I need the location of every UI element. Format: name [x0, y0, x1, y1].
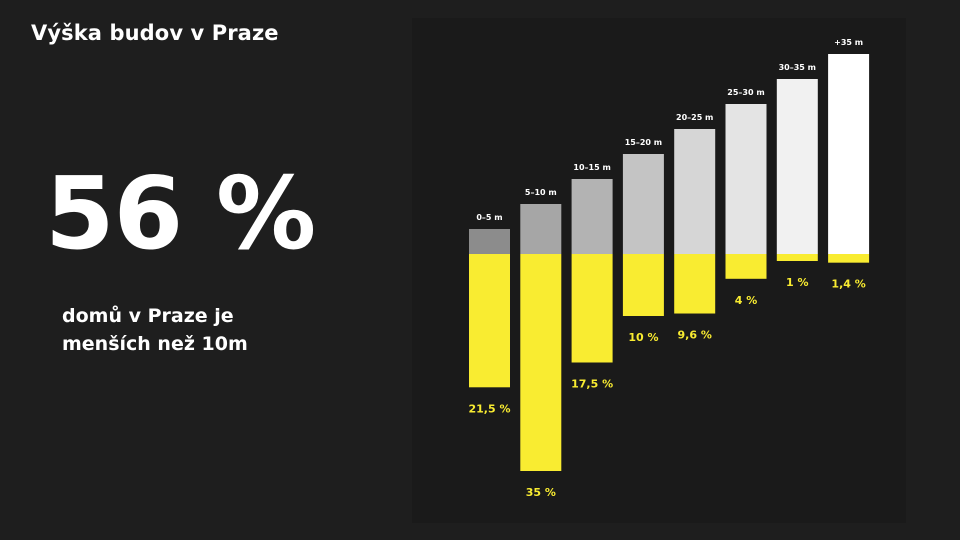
- share-bar-8: [828, 254, 870, 263]
- big-stat-value: 56 %: [45, 155, 316, 272]
- value-label-1: 21,5 %: [469, 402, 511, 415]
- slide-title: Výška budov v Praze: [31, 21, 279, 45]
- share-bar-5: [674, 254, 716, 314]
- share-bar-2: [520, 254, 562, 471]
- value-label-2: 35 %: [526, 486, 556, 499]
- category-label-8: +35 m: [834, 38, 863, 47]
- value-label-5: 9,6 %: [678, 329, 712, 342]
- stat-caption-line-1: domů v Praze je: [62, 305, 234, 327]
- height-bar-5: [674, 129, 716, 254]
- building-height-chart: 0–5 m 21,5 % 5–10 m 35 % 10–15 m 17,5 % 15–20 …: [469, 38, 870, 499]
- height-bar-3: [571, 179, 613, 254]
- category-label-6: 25–30 m: [727, 88, 764, 97]
- height-bar-4: [622, 154, 664, 254]
- value-label-6: 4 %: [735, 294, 758, 307]
- category-label-3: 10–15 m: [573, 163, 610, 172]
- share-bar-7: [776, 254, 818, 261]
- height-bar-7: [776, 79, 818, 254]
- value-label-4: 10 %: [628, 331, 658, 344]
- value-label-3: 17,5 %: [571, 378, 613, 391]
- chart-panel: 0–5 m 21,5 % 5–10 m 35 % 10–15 m 17,5 % 15–20 …: [412, 18, 906, 523]
- category-label-7: 30–35 m: [779, 63, 816, 72]
- share-bar-4: [622, 254, 664, 316]
- share-bar-6: [725, 254, 767, 279]
- height-bar-6: [725, 104, 767, 254]
- value-label-8: 1,4 %: [831, 278, 865, 291]
- stat-caption: domů v Praze je menších než 10m: [62, 302, 322, 358]
- stat-caption-line-2: menších než 10m: [62, 333, 248, 355]
- height-bar-2: [520, 204, 562, 254]
- value-label-7: 1 %: [786, 276, 809, 289]
- share-bar-1: [469, 254, 510, 388]
- category-label-4: 15–20 m: [625, 138, 662, 147]
- category-label-2: 5–10 m: [525, 188, 557, 197]
- category-label-5: 20–25 m: [676, 113, 713, 122]
- share-bar-3: [571, 254, 613, 363]
- category-label-1: 0–5 m: [476, 213, 502, 222]
- height-bar-8: [828, 54, 870, 254]
- height-bar-1: [469, 229, 510, 254]
